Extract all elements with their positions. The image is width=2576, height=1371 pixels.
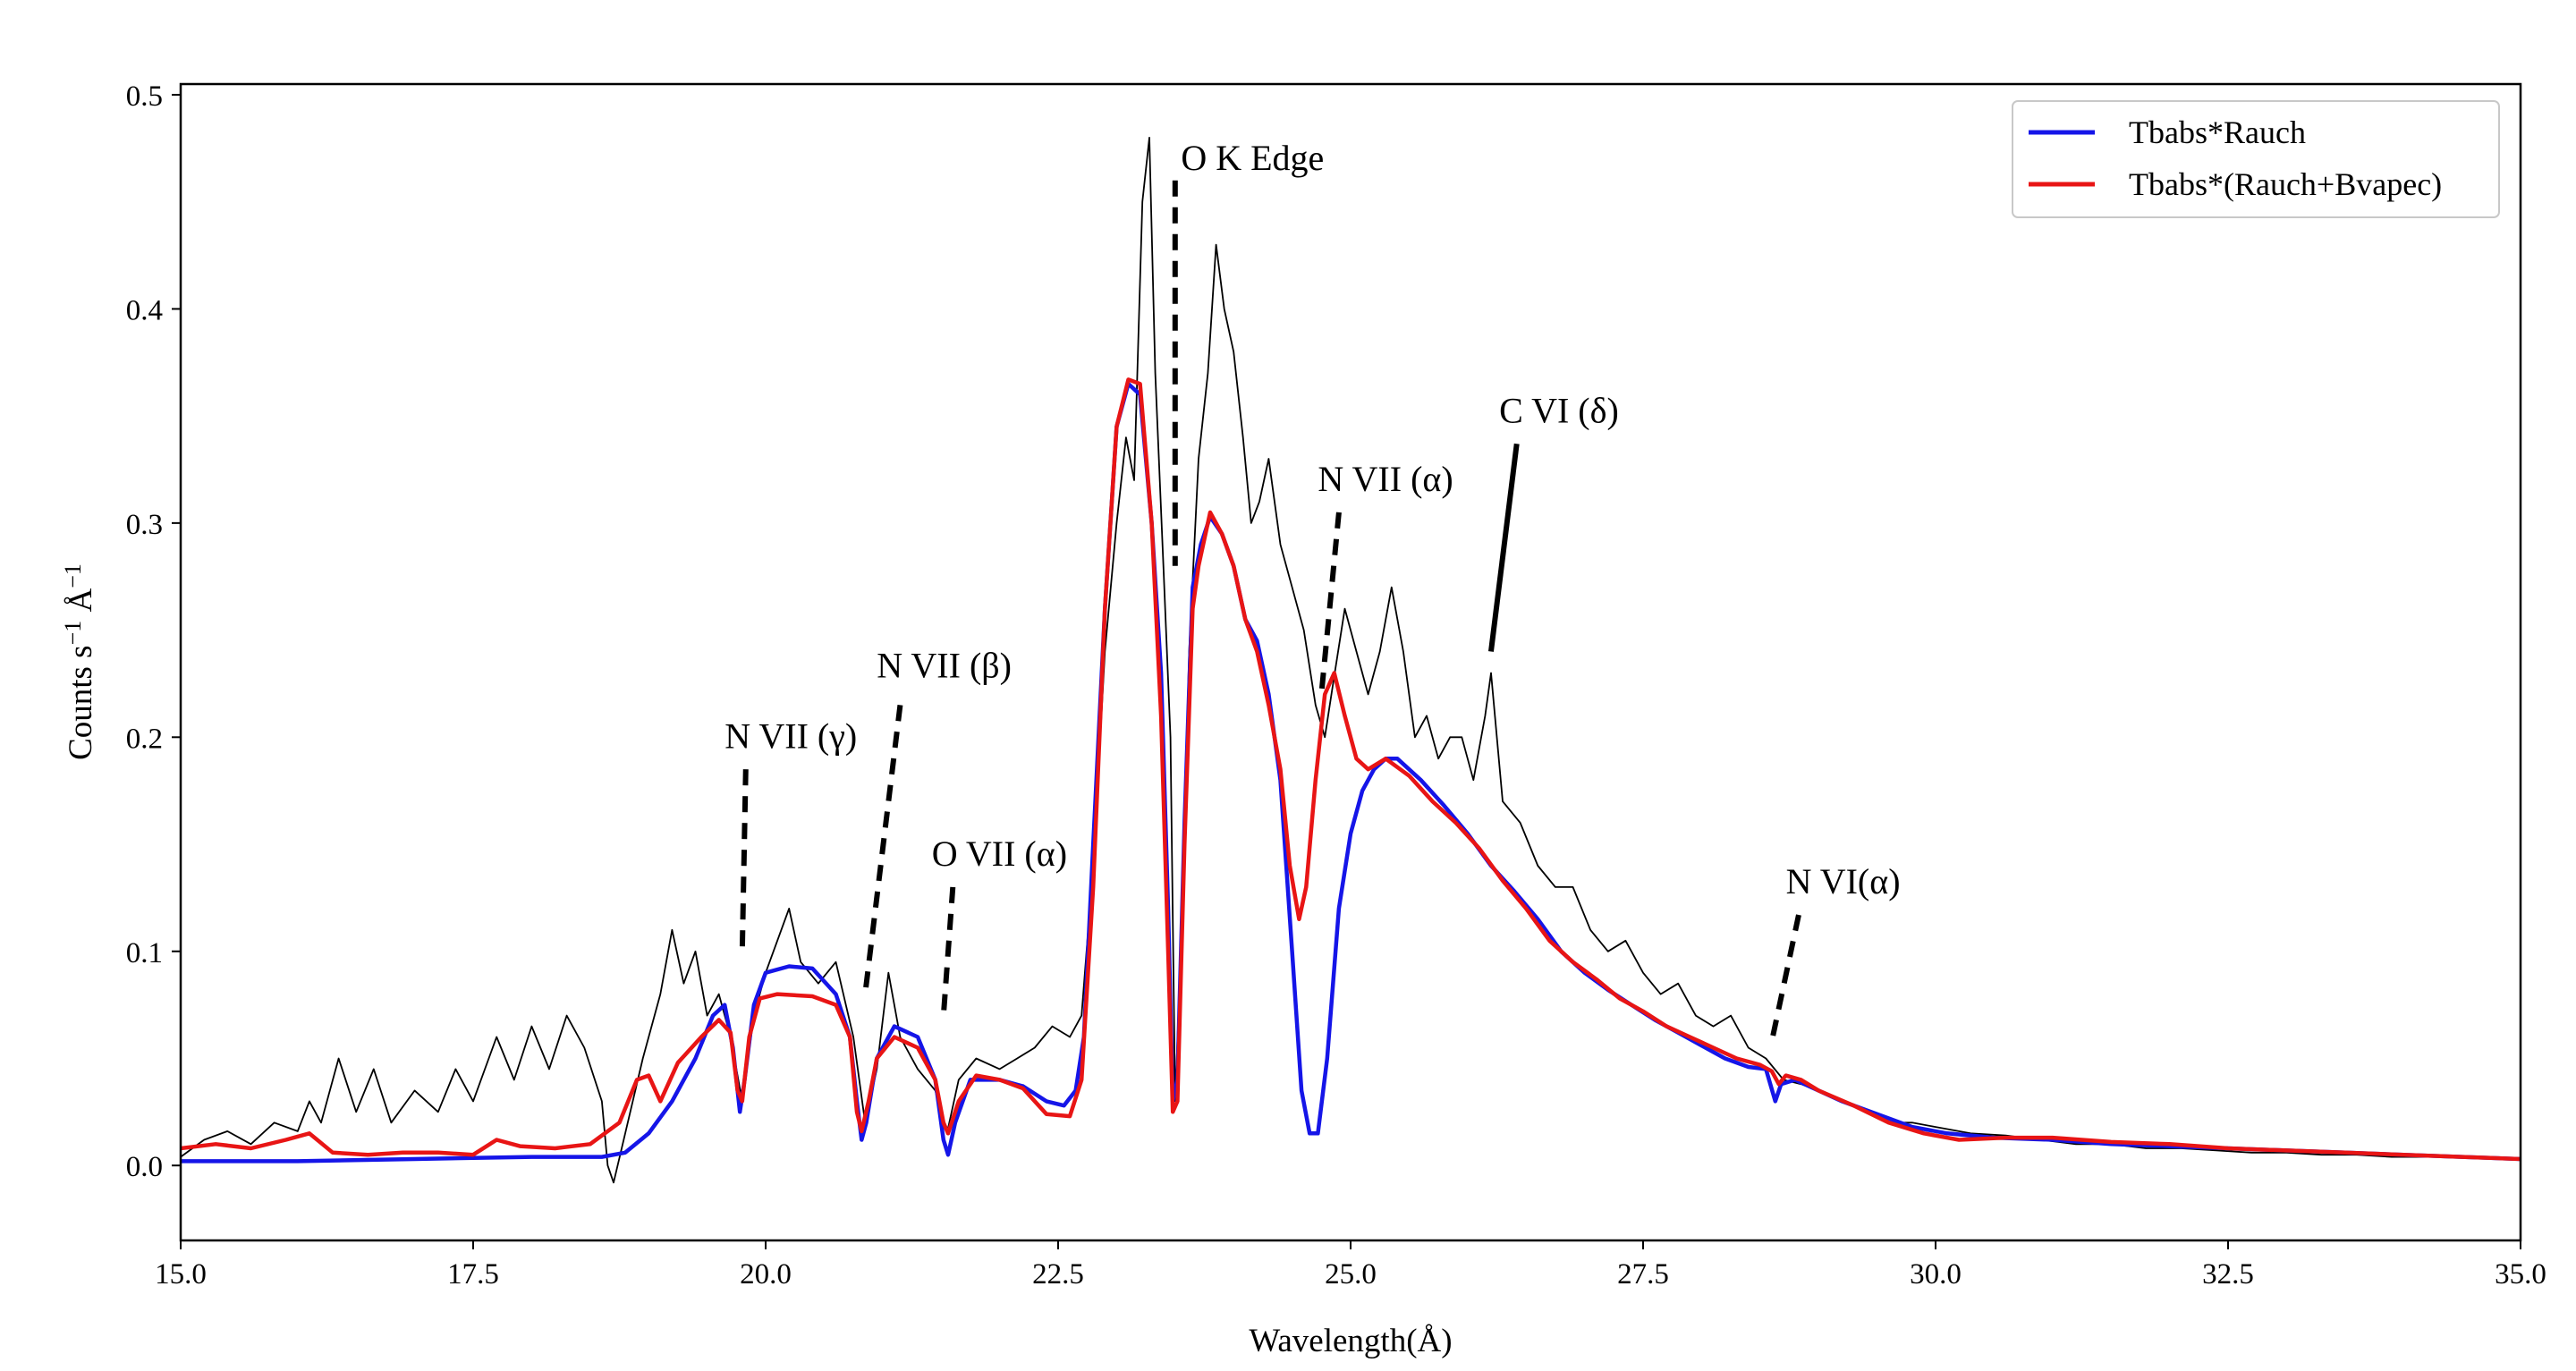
x-tick-label: 20.0 xyxy=(740,1258,792,1291)
annotation-label-n-vii: N VII (β) xyxy=(877,645,1012,685)
annotation-line-c-vi xyxy=(1487,443,1520,652)
y-axis-label-part: Å xyxy=(63,588,99,620)
annotation-line-n-vii xyxy=(739,769,749,952)
x-axis-label: Wavelength(Å) xyxy=(1249,1323,1452,1359)
y-tick-label: 0.1 xyxy=(126,937,163,969)
y-tick-label: 0.5 xyxy=(126,80,163,113)
annotation-line-n-vi xyxy=(1768,914,1801,1042)
y-axis: 0.0 0.1 0.2 0.3 0.4 0.5 xyxy=(126,80,181,1183)
x-tick-label: 25.0 xyxy=(1325,1258,1377,1291)
annotation-layer: O K Edge N VII (γ) N VII (β) O VII (α) N VII… xyxy=(724,138,1901,1042)
annotation-line-n-vii xyxy=(1318,512,1342,695)
x-tick-label: 15.0 xyxy=(155,1258,207,1291)
series-line-tbabs-rauch-bvapec xyxy=(181,377,2521,1162)
y-tick-label: 0.4 xyxy=(126,294,163,326)
legend-box xyxy=(2012,100,2500,218)
legend: Tbabs*Rauch Tbabs*(Rauch+Bvapec) xyxy=(2012,100,2500,218)
legend-label-tbabs-rauch-bvapec: Tbabs*(Rauch+Bvapec) xyxy=(2129,166,2442,202)
plot-area: O K Edge N VII (γ) N VII (β) O VII (α) N VII… xyxy=(179,82,2522,1242)
x-tick-label: 27.5 xyxy=(1617,1258,1669,1291)
x-axis: 15.0 17.5 20.0 22.5 25.0 27.5 30.0 32.5 35.0 xyxy=(155,1240,2546,1291)
annotation-line-n-vii xyxy=(862,705,903,995)
x-tick-label: 22.5 xyxy=(1032,1258,1084,1291)
y-axis-label-part: Counts s xyxy=(63,645,99,760)
x-tick-label: 17.5 xyxy=(447,1258,499,1291)
legend-label-tbabs-rauch: Tbabs*Rauch xyxy=(2129,114,2306,150)
x-tick-label: 35.0 xyxy=(2495,1258,2546,1291)
y-axis-label: Counts s−1 Å−1 xyxy=(60,563,99,760)
y-axis-label-part: −1 xyxy=(60,563,86,588)
annotation-label-o-k-edge: O K Edge xyxy=(1181,138,1324,178)
annotation-line-o-vii xyxy=(940,886,956,1016)
annotation-label-n-vii: N VII (α) xyxy=(1318,459,1453,499)
y-tick-label: 0.2 xyxy=(126,723,163,755)
annotation-label-c-vi: C VI (δ) xyxy=(1499,390,1619,430)
y-axis-label-part: −1 xyxy=(60,621,86,646)
y-tick-label: 0.0 xyxy=(126,1151,163,1183)
annotation-label-n-vi: N VI(α) xyxy=(1786,861,1901,901)
series-layer xyxy=(181,137,2521,1184)
y-tick-label: 0.3 xyxy=(126,509,163,541)
x-tick-label: 32.5 xyxy=(2202,1258,2254,1291)
annotation-label-o-vii: O VII (α) xyxy=(932,834,1067,874)
annotation-label-n-vii: N VII (γ) xyxy=(724,715,857,756)
x-tick-label: 30.0 xyxy=(1910,1258,1962,1291)
